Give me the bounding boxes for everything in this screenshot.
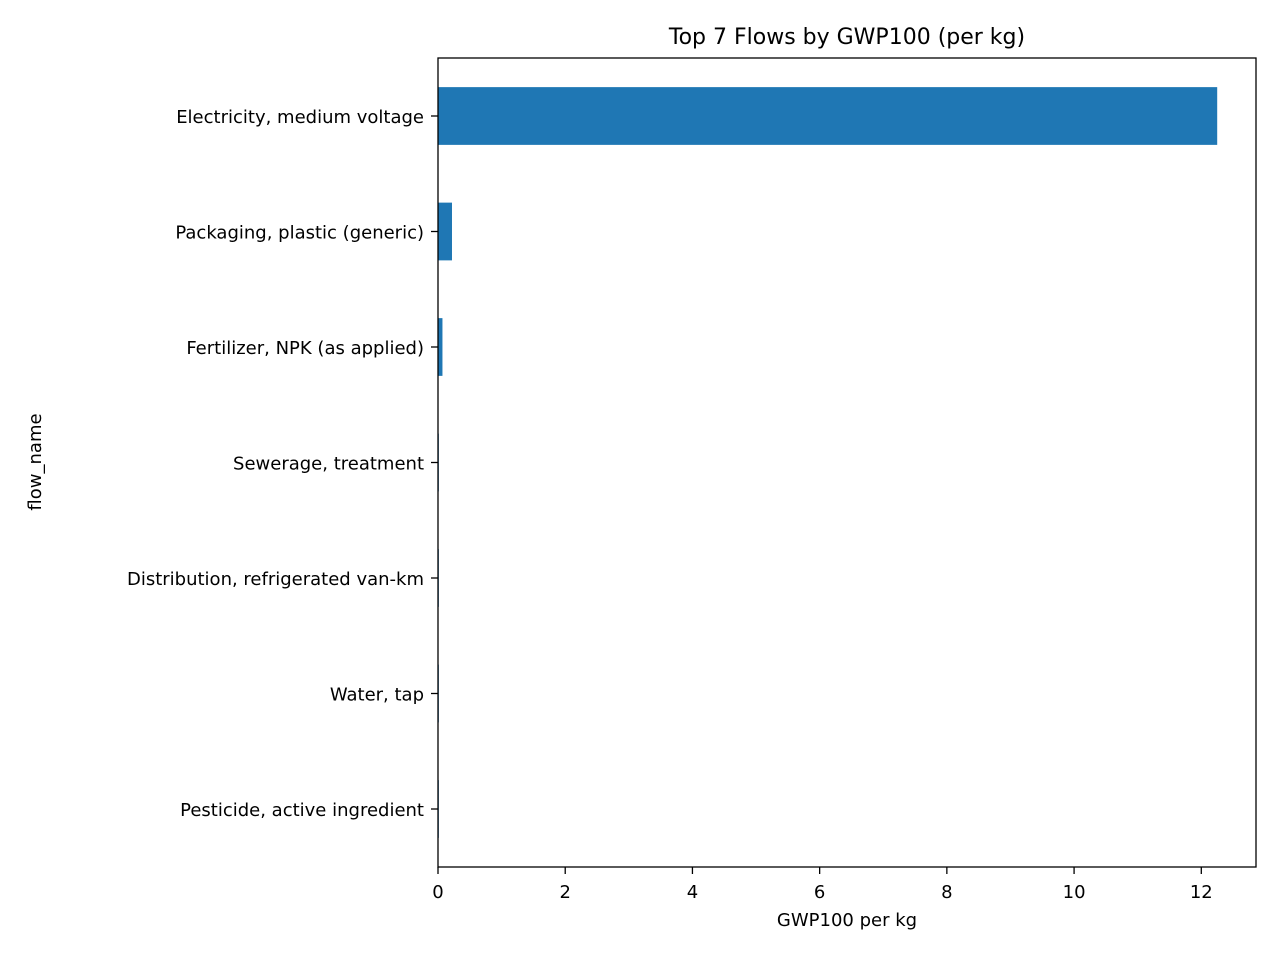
y-tick-label: Pesticide, active ingredient — [180, 800, 424, 821]
y-tick-label: Sewerage, treatment — [233, 454, 424, 475]
x-axis-ticks: 0 2 4 6 8 10 12 — [432, 867, 1213, 903]
bar-2 — [438, 202, 452, 261]
x-tick-label: 2 — [559, 882, 570, 903]
y-tick-label: Electricity, medium voltage — [176, 107, 424, 128]
x-tick-label: 0 — [432, 882, 443, 903]
y-tick-label: Fertilizer, NPK (as applied) — [186, 338, 424, 359]
x-tick-label: 6 — [814, 882, 825, 903]
y-tick-label: Water, tap — [330, 685, 424, 706]
chart-title: Top 7 Flows by GWP100 (per kg) — [668, 25, 1025, 50]
y-tick-label: Packaging, plastic (generic) — [175, 223, 424, 244]
x-tick-label: 8 — [941, 882, 952, 903]
y-tick-label: Distribution, refrigerated van-km — [127, 569, 424, 590]
plot-frame — [437, 57, 1257, 868]
x-tick-label: 12 — [1190, 882, 1213, 903]
bar-1 — [438, 87, 1218, 145]
bar-3 — [438, 318, 443, 376]
y-axis-ticks: Electricity, medium voltage Packaging, pl… — [127, 107, 438, 821]
x-tick-label: 4 — [687, 882, 698, 903]
x-axis-label: GWP100 per kg — [777, 910, 917, 931]
bars-group — [438, 87, 1218, 838]
x-tick-label: 10 — [1063, 882, 1086, 903]
y-axis-label: flow_name — [25, 413, 46, 510]
